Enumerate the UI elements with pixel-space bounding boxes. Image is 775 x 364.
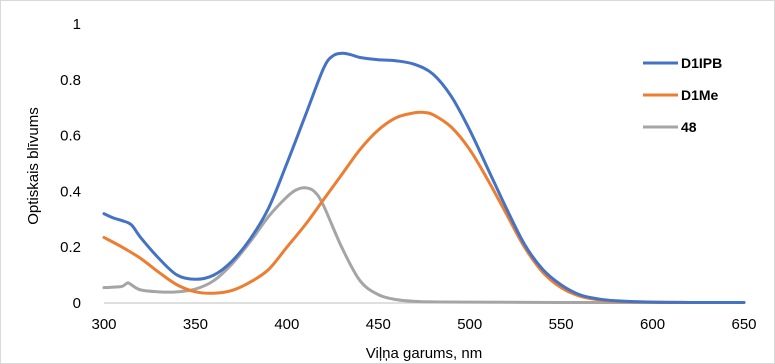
legend-label-d1ipb: D1IPB bbox=[681, 55, 722, 71]
series-line-d1ipb bbox=[102, 51, 746, 304]
x-tick-label: 600 bbox=[640, 316, 665, 333]
series-lines bbox=[102, 51, 746, 304]
y-tick-label: 0.8 bbox=[60, 72, 81, 89]
y-tick-label: 0.4 bbox=[60, 183, 81, 200]
legend: D1IPB D1Me 48 bbox=[643, 55, 722, 135]
x-tick-label: 500 bbox=[457, 316, 482, 333]
x-tick-label: 650 bbox=[731, 316, 756, 333]
x-tick-label: 450 bbox=[366, 316, 391, 333]
y-axis-title: Optiskais blīvums bbox=[25, 107, 42, 225]
series-line-d1me bbox=[102, 110, 746, 304]
legend-label-48: 48 bbox=[681, 119, 697, 135]
legend-label-d1me: D1Me bbox=[681, 87, 719, 103]
x-tick-label: 550 bbox=[549, 316, 574, 333]
x-tick-label: 300 bbox=[91, 316, 116, 333]
y-tick-label: 0.2 bbox=[60, 239, 81, 256]
y-tick-label: 0.6 bbox=[60, 128, 81, 145]
x-tick-label: 350 bbox=[183, 316, 208, 333]
x-axis-title: Viļņa garums, nm bbox=[366, 345, 482, 362]
y-tick-labels: 0 0.2 0.4 0.6 0.8 1 bbox=[60, 16, 81, 312]
y-tick-label: 1 bbox=[73, 16, 81, 33]
y-tick-label: 0 bbox=[73, 295, 81, 312]
x-tick-label: 400 bbox=[274, 316, 299, 333]
series-line-48 bbox=[102, 186, 746, 304]
x-tick-labels: 300 350 400 450 500 550 600 650 bbox=[91, 316, 756, 333]
